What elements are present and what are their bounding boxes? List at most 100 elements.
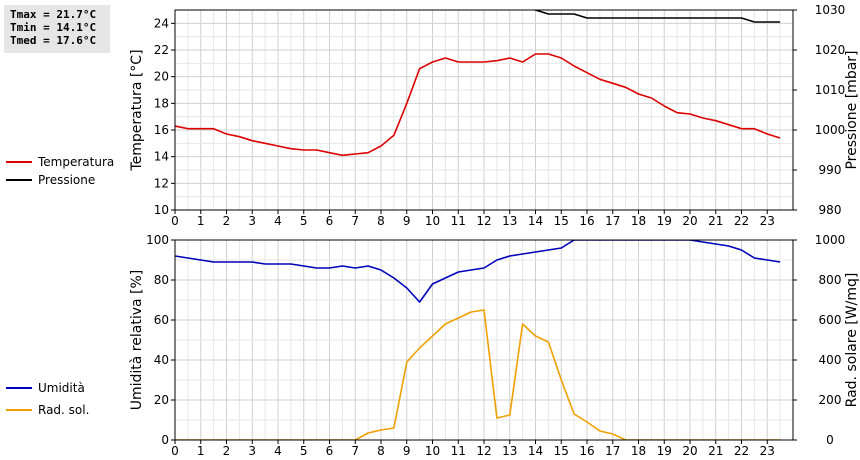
x-tick-label: 2: [223, 444, 231, 458]
x-tick-label: 20: [682, 214, 697, 228]
legend-swatch-temperatura: [6, 161, 32, 163]
chart-temp: 0 1 2 3 4 5 6 7 8 9 10 11 12 13 14 15 16 17 18 19 20 21 22 2310…: [129, 3, 860, 228]
x-tick-label: 23: [760, 214, 775, 228]
tmin-stat: Tmin = 14.1°C: [10, 21, 97, 34]
x-tick-label: 0: [171, 214, 179, 228]
x-tick-label: 18: [631, 214, 646, 228]
y-left-tick-label: 24: [154, 16, 169, 30]
x-tick-label: 9: [403, 444, 411, 458]
x-tick-label: 10: [425, 214, 440, 228]
x-tick-label: 18: [631, 444, 646, 458]
x-tick-label: 13: [502, 444, 517, 458]
legend-umidita: Umidità: [6, 380, 85, 396]
legend-swatch-umidita: [6, 387, 32, 389]
y-right-tick-label: 600: [819, 313, 842, 327]
x-tick-label: 11: [451, 444, 466, 458]
series-line-temp-1: [530, 10, 781, 23]
x-tick-label: 15: [554, 214, 569, 228]
legend-label-pressione: Pressione: [38, 173, 96, 187]
x-tick-label: 10: [425, 444, 440, 458]
y-right-tick-label: 400: [819, 353, 842, 367]
y-left-tick-label: 80: [154, 273, 169, 287]
chart-hum: 0 1 2 3 4 5 6 7 8 9 10 11 12 13 14 15 16 17 18 19 20 21 22 2302…: [129, 233, 860, 458]
y-right-axis-label: Pressione [mbar]: [844, 50, 860, 169]
x-tick-label: 7: [351, 214, 359, 228]
x-tick-label: 9: [403, 214, 411, 228]
x-tick-label: 3: [248, 444, 256, 458]
x-tick-label: 21: [708, 444, 723, 458]
y-left-tick-label: 22: [154, 43, 169, 57]
tmed-stat: Tmed = 17.6°C: [10, 34, 97, 47]
y-right-tick-label: 990: [819, 163, 842, 177]
y-right-tick-label: 980: [819, 203, 842, 217]
y-right-tick-label: 800: [819, 273, 842, 287]
y-left-tick-label: 60: [154, 313, 169, 327]
legend-temperatura: Temperatura: [6, 154, 114, 170]
legend-swatch-radsol: [6, 409, 32, 411]
x-tick-label: 6: [326, 444, 334, 458]
legend-label-temperatura: Temperatura: [38, 155, 115, 169]
x-tick-label: 6: [326, 214, 334, 228]
stats-box: Tmax = 21.7°C Tmin = 14.1°C Tmed = 17.6°…: [4, 5, 110, 53]
x-tick-label: 21: [708, 214, 723, 228]
x-tick-label: 13: [502, 214, 517, 228]
y-right-tick-label: 1000: [815, 233, 846, 247]
x-tick-label: 0: [171, 444, 179, 458]
y-left-axis-label: Umidità relativa [%]: [129, 270, 145, 411]
x-tick-label: 12: [476, 444, 491, 458]
x-tick-label: 17: [605, 444, 620, 458]
x-tick-label: 4: [274, 444, 282, 458]
x-tick-label: 1: [197, 444, 205, 458]
x-tick-label: 5: [300, 444, 308, 458]
y-left-tick-label: 16: [154, 123, 169, 137]
x-tick-label: 19: [657, 214, 672, 228]
y-right-axis-label: Rad. solare [W/mq]: [844, 273, 860, 408]
x-tick-label: 17: [605, 214, 620, 228]
x-tick-label: 16: [579, 444, 594, 458]
legend-label-umidita: Umidità: [38, 381, 85, 395]
series-line-hum-0: [175, 240, 781, 303]
x-tick-label: 22: [734, 214, 749, 228]
x-tick-label: 5: [300, 214, 308, 228]
y-right-tick-label: 1020: [815, 43, 846, 57]
y-left-tick-label: 12: [154, 176, 169, 190]
y-left-tick-label: 18: [154, 96, 169, 110]
x-tick-label: 16: [579, 214, 594, 228]
y-left-tick-label: 10: [154, 203, 169, 217]
x-tick-label: 11: [451, 214, 466, 228]
y-right-tick-label: 200: [819, 393, 842, 407]
x-tick-label: 7: [351, 444, 359, 458]
legend-radsol: Rad. sol.: [6, 402, 89, 418]
x-tick-label: 4: [274, 214, 282, 228]
series-line-temp-0: [175, 53, 781, 157]
y-right-tick-label: 1010: [815, 83, 846, 97]
series-line-hum-1: [175, 309, 781, 440]
y-right-tick-label: 0: [826, 433, 834, 447]
x-tick-label: 8: [377, 444, 385, 458]
x-tick-label: 20: [682, 444, 697, 458]
y-right-tick-label: 1030: [815, 3, 846, 17]
x-tick-label: 22: [734, 444, 749, 458]
legend-label-radsol: Rad. sol.: [38, 403, 90, 417]
x-tick-label: 2: [223, 214, 231, 228]
x-tick-label: 15: [554, 444, 569, 458]
y-left-tick-label: 20: [154, 70, 169, 84]
x-tick-label: 3: [248, 214, 256, 228]
y-left-tick-label: 20: [154, 393, 169, 407]
x-tick-label: 14: [528, 214, 543, 228]
x-tick-label: 19: [657, 444, 672, 458]
legend-pressione: Pressione: [6, 172, 95, 188]
y-left-tick-label: 100: [146, 233, 169, 247]
y-left-axis-label: Temperatura [°C]: [129, 49, 145, 171]
x-tick-label: 14: [528, 444, 543, 458]
legend-swatch-pressione: [6, 179, 32, 181]
x-tick-label: 12: [476, 214, 491, 228]
y-left-tick-label: 14: [154, 150, 169, 164]
x-tick-label: 1: [197, 214, 205, 228]
y-right-tick-label: 1000: [815, 123, 846, 137]
x-tick-label: 23: [760, 444, 775, 458]
y-left-tick-label: 40: [154, 353, 169, 367]
x-tick-label: 8: [377, 214, 385, 228]
tmax-stat: Tmax = 21.7°C: [10, 8, 97, 21]
